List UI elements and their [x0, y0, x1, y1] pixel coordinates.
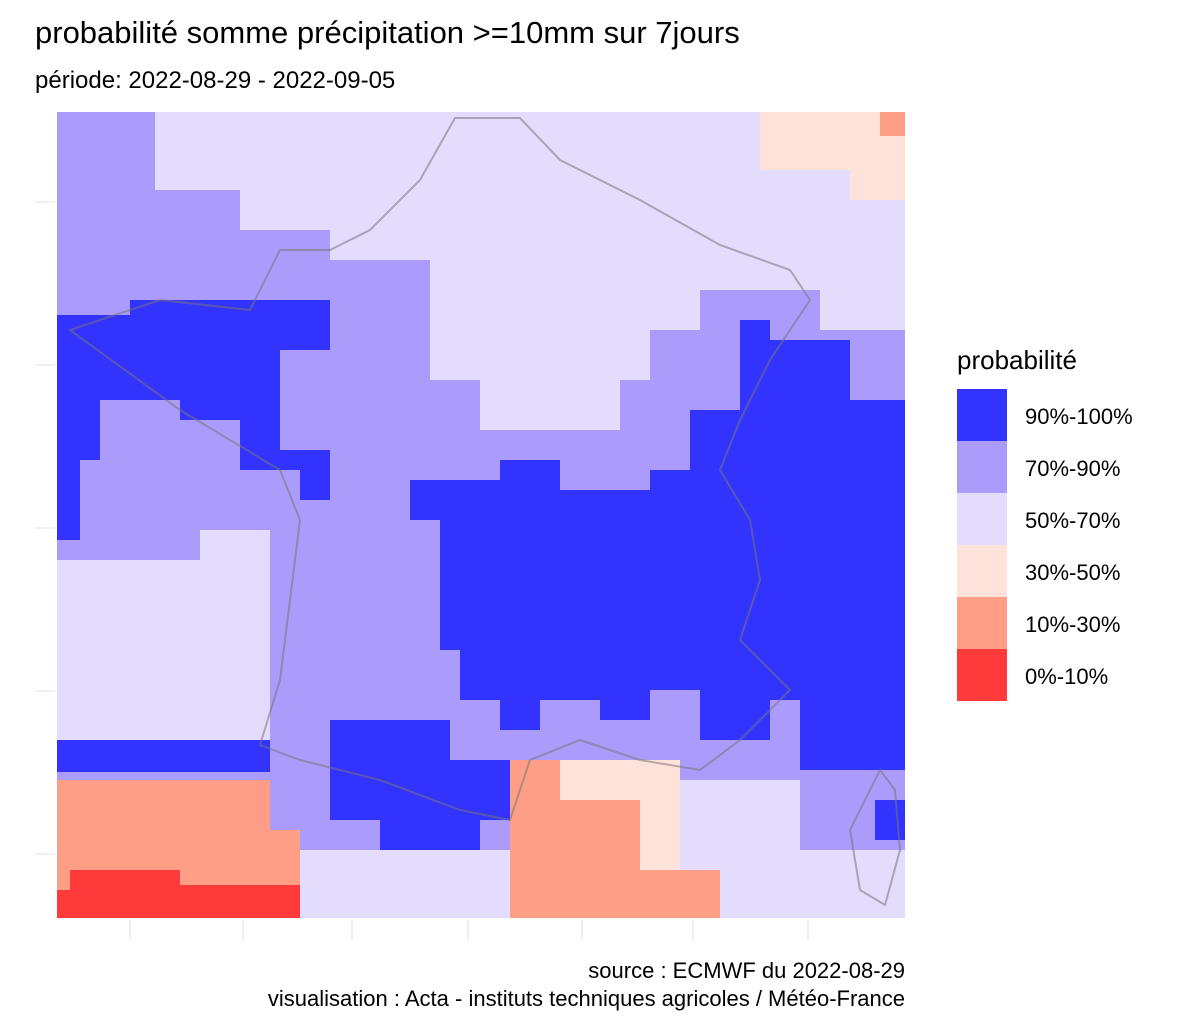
legend-label: 90%-100%	[1025, 404, 1133, 429]
legend-title: probabilité	[957, 345, 1077, 375]
legend-label: 0%-10%	[1025, 664, 1108, 689]
legend-swatch	[957, 389, 1007, 441]
probability-map	[57, 112, 905, 918]
legend: 90%-100% 70%-90% 50%-70% 30%-50% 10%-30% 0%-1…	[957, 389, 1133, 701]
legend-swatch	[957, 545, 1007, 597]
axis-ticks	[35, 201, 809, 940]
legend-label: 30%-50%	[1025, 560, 1120, 585]
caption-credit: visualisation : Acta - instituts techniq…	[268, 986, 905, 1011]
map-title: probabilité somme précipitation >=10mm s…	[35, 15, 740, 50]
legend-label: 50%-70%	[1025, 508, 1120, 533]
legend-swatch	[957, 597, 1007, 649]
legend-swatch	[957, 441, 1007, 493]
legend-swatch	[957, 493, 1007, 545]
caption-source: source : ECMWF du 2022-08-29	[588, 958, 905, 983]
legend-label: 70%-90%	[1025, 456, 1120, 481]
legend-label: 10%-30%	[1025, 612, 1120, 637]
map-subtitle: période: 2022-08-29 - 2022-09-05	[35, 67, 395, 94]
legend-swatch	[957, 649, 1007, 701]
